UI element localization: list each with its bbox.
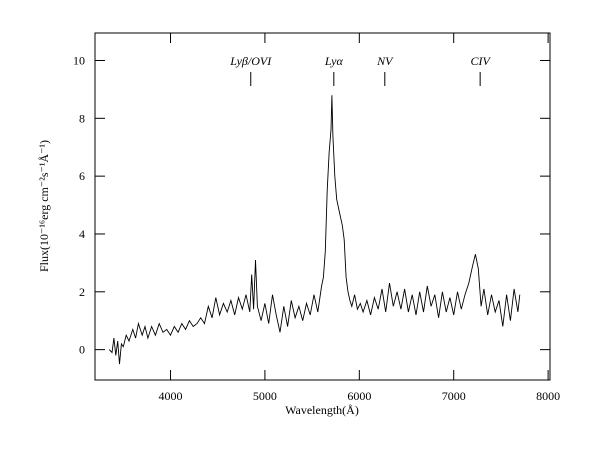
line-label: NV (376, 54, 394, 68)
y-tick-label: 10 (73, 53, 85, 67)
x-axis-label: Wavelength(Å) (285, 403, 359, 417)
y-tick-label: 8 (79, 111, 85, 125)
x-tick-label: 7000 (442, 389, 466, 403)
x-tick-label: 4000 (159, 389, 183, 403)
plot-frame (94, 32, 551, 381)
y-tick-label: 0 (79, 343, 85, 357)
y-tick-label: 4 (79, 227, 85, 241)
y-tick-label: 6 (79, 169, 85, 183)
y-axis-label: Flux(10⁻¹⁶erg cm⁻²s⁻¹Å⁻¹) (37, 140, 51, 272)
spectrum-line (108, 95, 521, 365)
x-tick-label: 5000 (253, 389, 277, 403)
line-label: Lyα (324, 54, 344, 68)
x-tick-label: 8000 (536, 389, 560, 403)
line-label: CIV (470, 54, 491, 68)
line-label: Lyβ/OVI (229, 54, 272, 68)
x-tick-label: 6000 (347, 389, 371, 403)
y-tick-label: 2 (79, 285, 85, 299)
